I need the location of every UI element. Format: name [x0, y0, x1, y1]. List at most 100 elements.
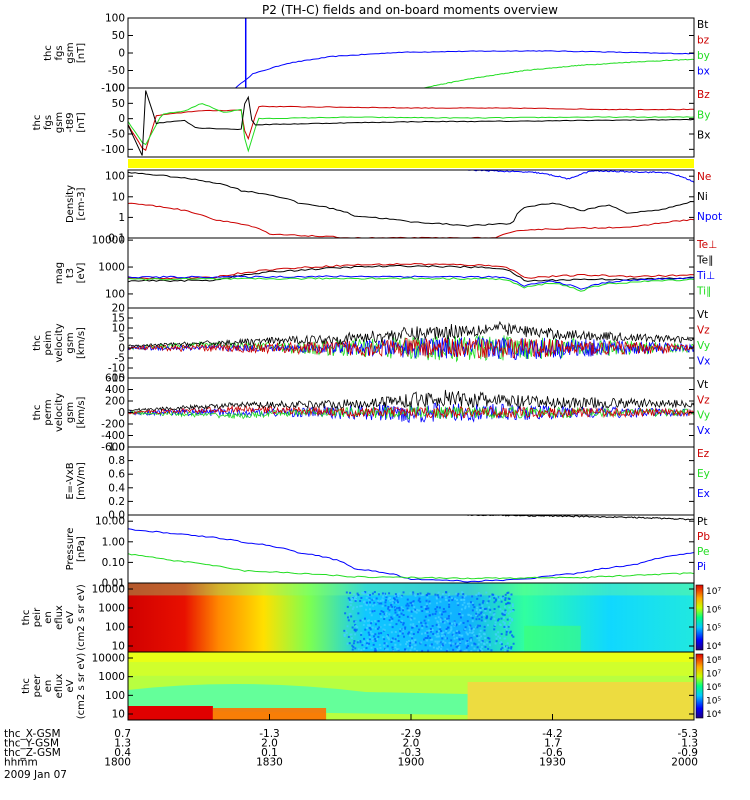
x-tick-label: 2.0 [403, 738, 420, 750]
y-tick-label: 1.00 [102, 536, 125, 548]
x-tick-label: 2000 [671, 757, 698, 769]
legend-Ex: Ex [697, 488, 710, 500]
y-tick-label: 10 [112, 709, 125, 721]
svg-text:thc: thc [32, 335, 43, 351]
svg-text:thc: thc [43, 45, 54, 61]
svg-text:eflux: eflux [54, 674, 65, 699]
y-tick-label: 1000 [98, 262, 125, 274]
series-Te∥-line [128, 265, 694, 283]
series-Ti∥-line [128, 277, 694, 292]
series-bx-line [235, 50, 694, 88]
y-axis-label-ion_spec: thc peir en eflux eV (cm2 s sr eV) [21, 584, 87, 651]
y-tick-label: 100 [105, 288, 125, 300]
legend-Pb: Pb [697, 531, 710, 543]
data-flag-bar [128, 159, 694, 168]
y-tick-label: 0.01 [102, 578, 125, 590]
x-tick-label: -0.6 [542, 747, 563, 759]
legend-bx: bx [697, 66, 710, 78]
svg-text:mag: mag [54, 262, 65, 284]
series-Bz-line [128, 105, 694, 151]
svg-text:velocity: velocity [54, 393, 65, 432]
y-tick-label: 1 [118, 212, 125, 224]
svg-text:fgs: fgs [54, 45, 65, 60]
svg-text:[nPa]: [nPa] [76, 536, 87, 562]
y-tick-label: -400 [101, 430, 125, 442]
colorbar-tick: 10⁷ [706, 587, 721, 597]
svg-text:gsm: gsm [65, 42, 76, 63]
panel-frame [127, 514, 695, 584]
svg-text:Density: Density [65, 185, 76, 223]
y-tick-label: 0 [118, 407, 125, 419]
legend-Vz: Vz [697, 394, 710, 406]
y-tick-label: 0.0 [108, 510, 125, 522]
x-tick-label: -2.9 [401, 728, 422, 740]
series-green-trace [128, 334, 694, 363]
legend-Pe: Pe [697, 546, 709, 558]
x-row-label: thc_X-GSM [4, 728, 61, 740]
y-tick-label: 100 [105, 690, 125, 702]
svg-text:[nT]: [nT] [76, 112, 87, 132]
x-tick-label: 1.3 [114, 738, 131, 750]
y-tick-label: 200 [105, 396, 125, 408]
y-tick-label: 0 [118, 48, 125, 60]
colorbar-tick: 10⁵ [706, 624, 721, 634]
y-tick-label: 50 [112, 30, 125, 42]
x-tick-label: 0.7 [114, 728, 131, 740]
colorbar-tick: 10⁷ [706, 670, 721, 680]
svg-text:Pressure: Pressure [65, 528, 76, 571]
colorbar-tick: 10⁶ [706, 683, 721, 693]
series-Bx-line [128, 90, 694, 156]
legend-Vt: Vt [697, 379, 708, 391]
series-Te⊥-line [128, 262, 694, 280]
svg-text:gsm: gsm [54, 112, 65, 133]
x-tick-label: 1800 [104, 757, 131, 769]
svg-text:gsm: gsm [65, 332, 76, 353]
x-row-label: thc_Z-GSM [4, 747, 61, 759]
y-axis-label-elec_spec: thc peer en eflux eV (cm2 s sr eV) [21, 653, 87, 720]
series-red-trace [128, 337, 694, 359]
x-row-label: thc_Y-GSM [4, 738, 59, 750]
y-tick-label: -50 [108, 129, 125, 141]
y-tick-label: 100 [105, 83, 125, 95]
panel-density: 100 10 1 0.1 Density [cm-3] Ne Ni Npot [65, 169, 722, 245]
legend-Ni: Ni [697, 191, 708, 203]
y-tick-label: 10 [112, 641, 125, 653]
series-Pi-line [128, 528, 694, 583]
legend-Bx: Bx [697, 130, 710, 142]
legend-Te∥: Te∥ [696, 255, 713, 267]
y-tick-label: 0 [118, 113, 125, 125]
y-axis-label-vel_gsm: thc perm velocity gsm [km/s] [32, 393, 87, 432]
svg-text:thc: thc [32, 405, 43, 421]
y-tick-label: -600 [101, 442, 125, 454]
panel-frame [127, 17, 695, 89]
y-tick-label: 10000 [92, 235, 125, 247]
series-Ne-line [128, 202, 694, 238]
y-tick-label: 10000 [92, 653, 125, 665]
series-Pe-line [128, 553, 694, 580]
series-Ti⊥-line [128, 275, 694, 290]
legend-Vx: Vx [697, 356, 710, 368]
colorbar-ion_spec [695, 584, 704, 651]
svg-text:velocity: velocity [54, 323, 65, 362]
svg-text:eV: eV [65, 611, 76, 624]
y-tick-label: -100 [101, 144, 125, 156]
y-tick-label: -15 [108, 373, 125, 385]
svg-text:(cm2 s sr eV): (cm2 s sr eV) [76, 584, 87, 651]
y-tick-label: 1.0 [108, 442, 125, 454]
colorbar-tick: 10⁶ [706, 605, 721, 615]
panel-temp: 10000 1000 100 mag t3 [eV] Te⊥ Te∥ Ti⊥ Ti∥ [54, 235, 717, 309]
x-tick-label: 1830 [256, 757, 283, 769]
colorbar-elec_spec [695, 653, 704, 719]
y-tick-label: -5 [115, 353, 125, 365]
legend-Bt: Bt [697, 19, 708, 31]
svg-text:[mV/m]: [mV/m] [76, 462, 87, 500]
y-tick-label: 20 [112, 303, 125, 315]
colorbar-tick: 10⁵ [706, 697, 721, 707]
x-row-label: hhmm [4, 757, 38, 769]
legend-Te⊥: Te⊥ [696, 239, 717, 251]
series-Npot-line [467, 170, 694, 183]
series-red-trace [128, 404, 694, 419]
y-tick-label: 600 [105, 373, 125, 385]
